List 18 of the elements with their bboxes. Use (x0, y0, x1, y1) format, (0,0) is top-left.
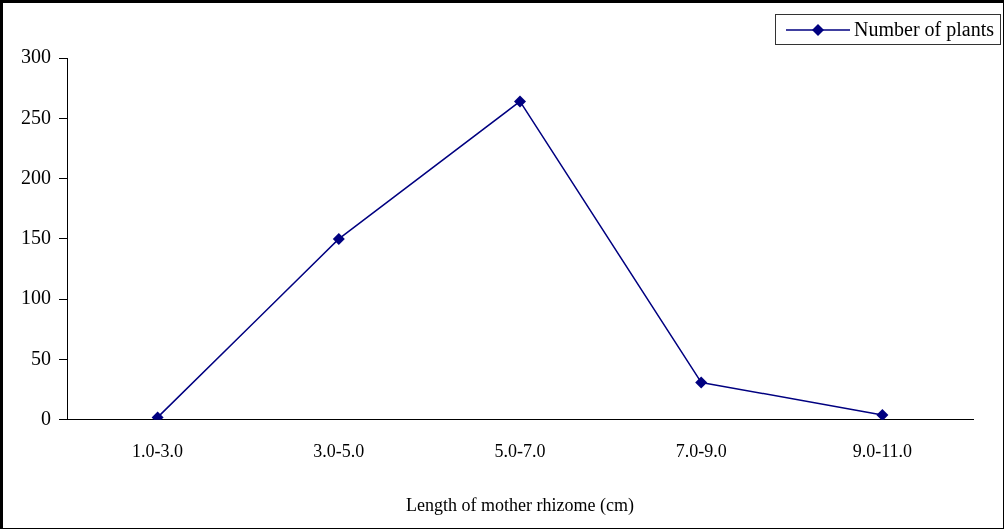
point (695, 376, 708, 389)
x-tick-label: 7.0-9.0 (675, 441, 727, 462)
y-tick-label: 0 (41, 407, 51, 430)
x-tick-label: 3.0-5.0 (313, 441, 365, 462)
legend-label: Number of plants (854, 18, 994, 41)
y-tick-label: 100 (21, 286, 51, 309)
y-tick-label: 150 (21, 226, 51, 249)
y-tick-label: 300 (21, 45, 51, 68)
y-tick-label: 200 (21, 165, 51, 188)
x-tick-label: 9.0-11.0 (852, 441, 913, 462)
x-tick-label: 5.0-7.0 (494, 441, 546, 462)
x-axis-title: Length of mother rhizome (cm) (406, 494, 634, 516)
y-tick-label: 250 (21, 105, 51, 128)
point (514, 95, 526, 108)
point (332, 232, 345, 245)
point (876, 408, 889, 420)
y-tick-label: 50 (31, 346, 51, 369)
x-tick-label: 1.0-3.0 (132, 441, 184, 462)
